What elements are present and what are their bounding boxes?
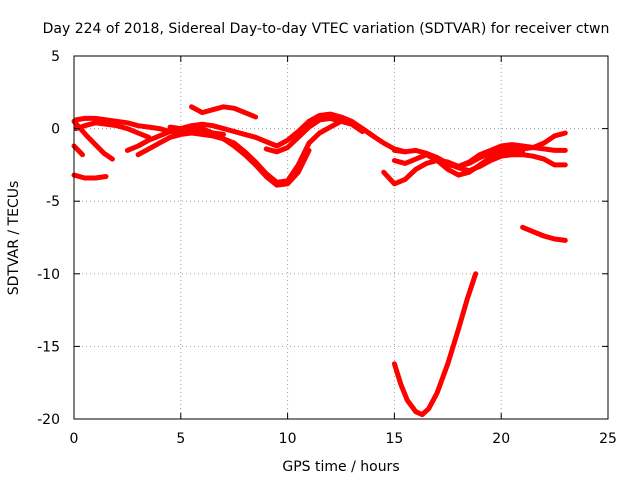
series-arc-13 bbox=[391, 149, 526, 178]
series-arc-15 bbox=[520, 224, 568, 243]
ticks bbox=[73, 55, 609, 420]
grid bbox=[74, 56, 608, 419]
series-arc-5 bbox=[71, 143, 85, 158]
x-tick-label: 10 bbox=[279, 431, 297, 447]
x-axis-label: GPS time / hours bbox=[282, 459, 399, 475]
y-tick-label: -10 bbox=[37, 267, 60, 283]
y-tick-label: -5 bbox=[46, 194, 60, 210]
series-arc-16 bbox=[391, 271, 479, 418]
x-tick-label: 15 bbox=[385, 431, 403, 447]
x-tick-label: 20 bbox=[492, 431, 510, 447]
y-axis-label: SDTVAR / TECUs bbox=[6, 181, 22, 296]
y-tick-labels: 5 0 -5 -10 -15 -20 bbox=[37, 49, 60, 428]
series-arc-14 bbox=[445, 130, 568, 169]
y-tick-label: 0 bbox=[51, 122, 60, 138]
plot-frame bbox=[73, 55, 609, 420]
series-group bbox=[71, 104, 568, 418]
series-arc-2 bbox=[73, 120, 152, 140]
x-tick-label: 5 bbox=[176, 431, 185, 447]
series-arc-10 bbox=[263, 115, 376, 155]
x-tick-label: 0 bbox=[70, 431, 79, 447]
chart-title: Day 224 of 2018, Sidereal Day-to-day VTE… bbox=[43, 21, 610, 37]
series-arc-4 bbox=[71, 172, 109, 181]
x-tick-label: 25 bbox=[599, 431, 617, 447]
series-arc-8 bbox=[189, 104, 259, 120]
y-tick-label: -20 bbox=[37, 412, 60, 428]
y-tick-label: -15 bbox=[37, 339, 60, 355]
series-arc-9 bbox=[167, 124, 312, 188]
series-arc-3 bbox=[71, 118, 115, 162]
x-tick-labels: 0 5 10 15 20 25 bbox=[70, 431, 617, 447]
y-tick-label: 5 bbox=[51, 49, 60, 65]
